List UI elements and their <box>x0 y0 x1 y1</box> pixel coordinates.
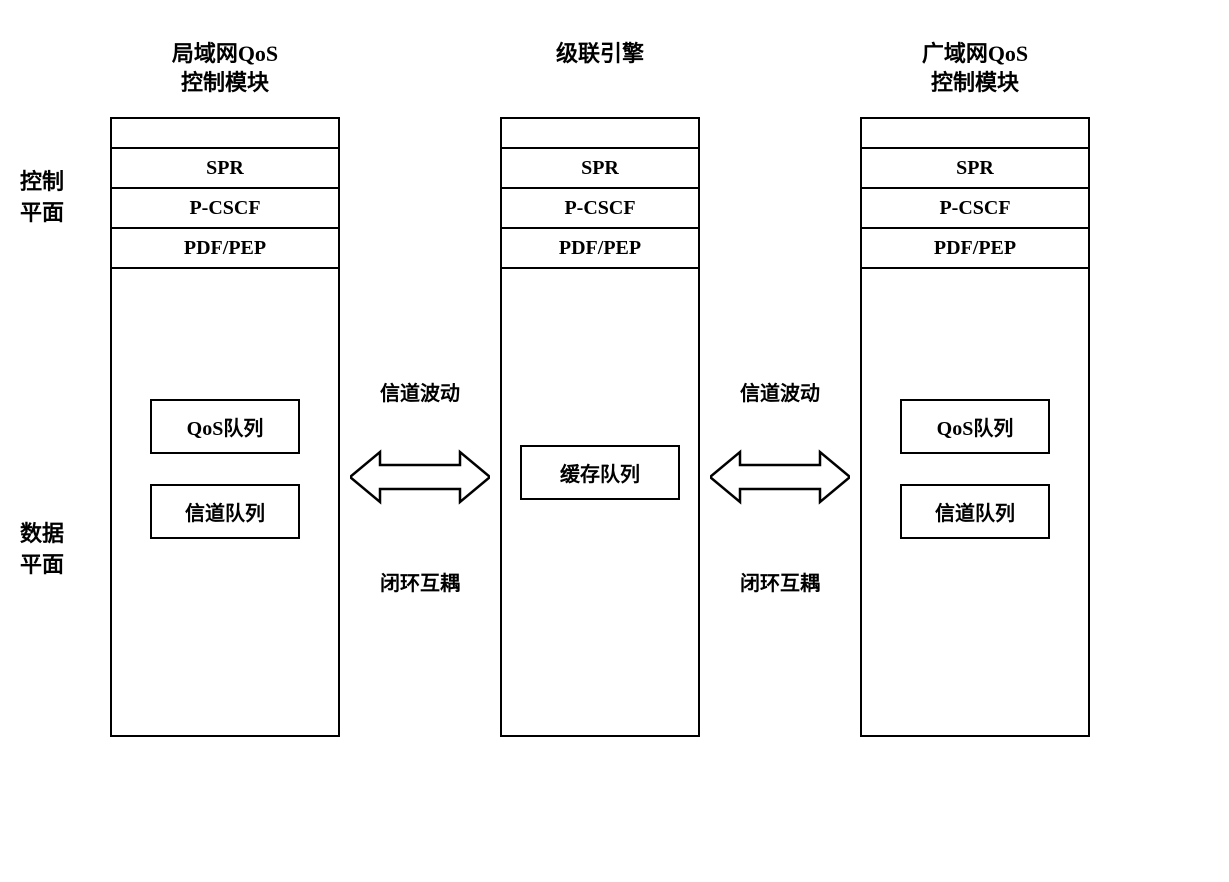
pcscf-cell: P-CSCF <box>862 189 1088 229</box>
data-plane-label: 数据 平面 <box>20 519 110 581</box>
header-row: 局域网QoS 控制模块 级联引擎 广域网QoS 控制模块 <box>20 40 1209 97</box>
data-plane-col2: 缓存队列 <box>502 269 698 735</box>
spr-cell: SPR <box>502 149 698 189</box>
channel-queue-box: 信道队列 <box>150 484 300 539</box>
channel-fluctuation-label-1: 信道波动 <box>340 377 500 406</box>
wan-qos-module: SPR P-CSCF PDF/PEP QoS队列 信道队列 <box>860 117 1090 737</box>
closed-loop-label-1: 闭环互耦 <box>340 567 500 596</box>
top-spacer <box>112 119 338 149</box>
cache-queue-box: 缓存队列 <box>520 445 680 500</box>
pdfpep-cell: PDF/PEP <box>502 229 698 269</box>
pcscf-cell: P-CSCF <box>112 189 338 229</box>
data-plane-col3: QoS队列 信道队列 <box>862 269 1088 735</box>
qos-queue-box: QoS队列 <box>900 399 1050 454</box>
side-labels: 控制 平面 数据 平面 <box>20 117 110 737</box>
double-arrow-icon <box>710 447 850 507</box>
diagram-container: 局域网QoS 控制模块 级联引擎 广域网QoS 控制模块 控制 平面 数据 平面… <box>20 40 1209 737</box>
spr-cell: SPR <box>112 149 338 189</box>
cascade-engine-module: SPR P-CSCF PDF/PEP 缓存队列 <box>500 117 700 737</box>
pdfpep-cell: PDF/PEP <box>862 229 1088 269</box>
lan-qos-module: SPR P-CSCF PDF/PEP QoS队列 信道队列 <box>110 117 340 737</box>
spr-cell: SPR <box>862 149 1088 189</box>
channel-fluctuation-label-2: 信道波动 <box>700 377 860 406</box>
main-row: 控制 平面 数据 平面 SPR P-CSCF PDF/PEP QoS队列 信道队… <box>20 117 1209 737</box>
qos-queue-box: QoS队列 <box>150 399 300 454</box>
header-lan-qos: 局域网QoS 控制模块 <box>110 40 340 97</box>
gap-col-2: 信道波动 闭环互耦 <box>700 117 860 737</box>
closed-loop-label-2: 闭环互耦 <box>700 567 860 596</box>
gap-col-1: 信道波动 闭环互耦 <box>340 117 500 737</box>
top-spacer <box>502 119 698 149</box>
pcscf-cell: P-CSCF <box>502 189 698 229</box>
data-plane-col1: QoS队列 信道队列 <box>112 269 338 735</box>
top-spacer <box>862 119 1088 149</box>
header-wan-qos: 广域网QoS 控制模块 <box>860 40 1090 97</box>
header-cascade-engine: 级联引擎 <box>500 40 700 69</box>
double-arrow-icon <box>350 447 490 507</box>
channel-queue-box: 信道队列 <box>900 484 1050 539</box>
control-plane-label: 控制 平面 <box>20 167 110 229</box>
pdfpep-cell: PDF/PEP <box>112 229 338 269</box>
